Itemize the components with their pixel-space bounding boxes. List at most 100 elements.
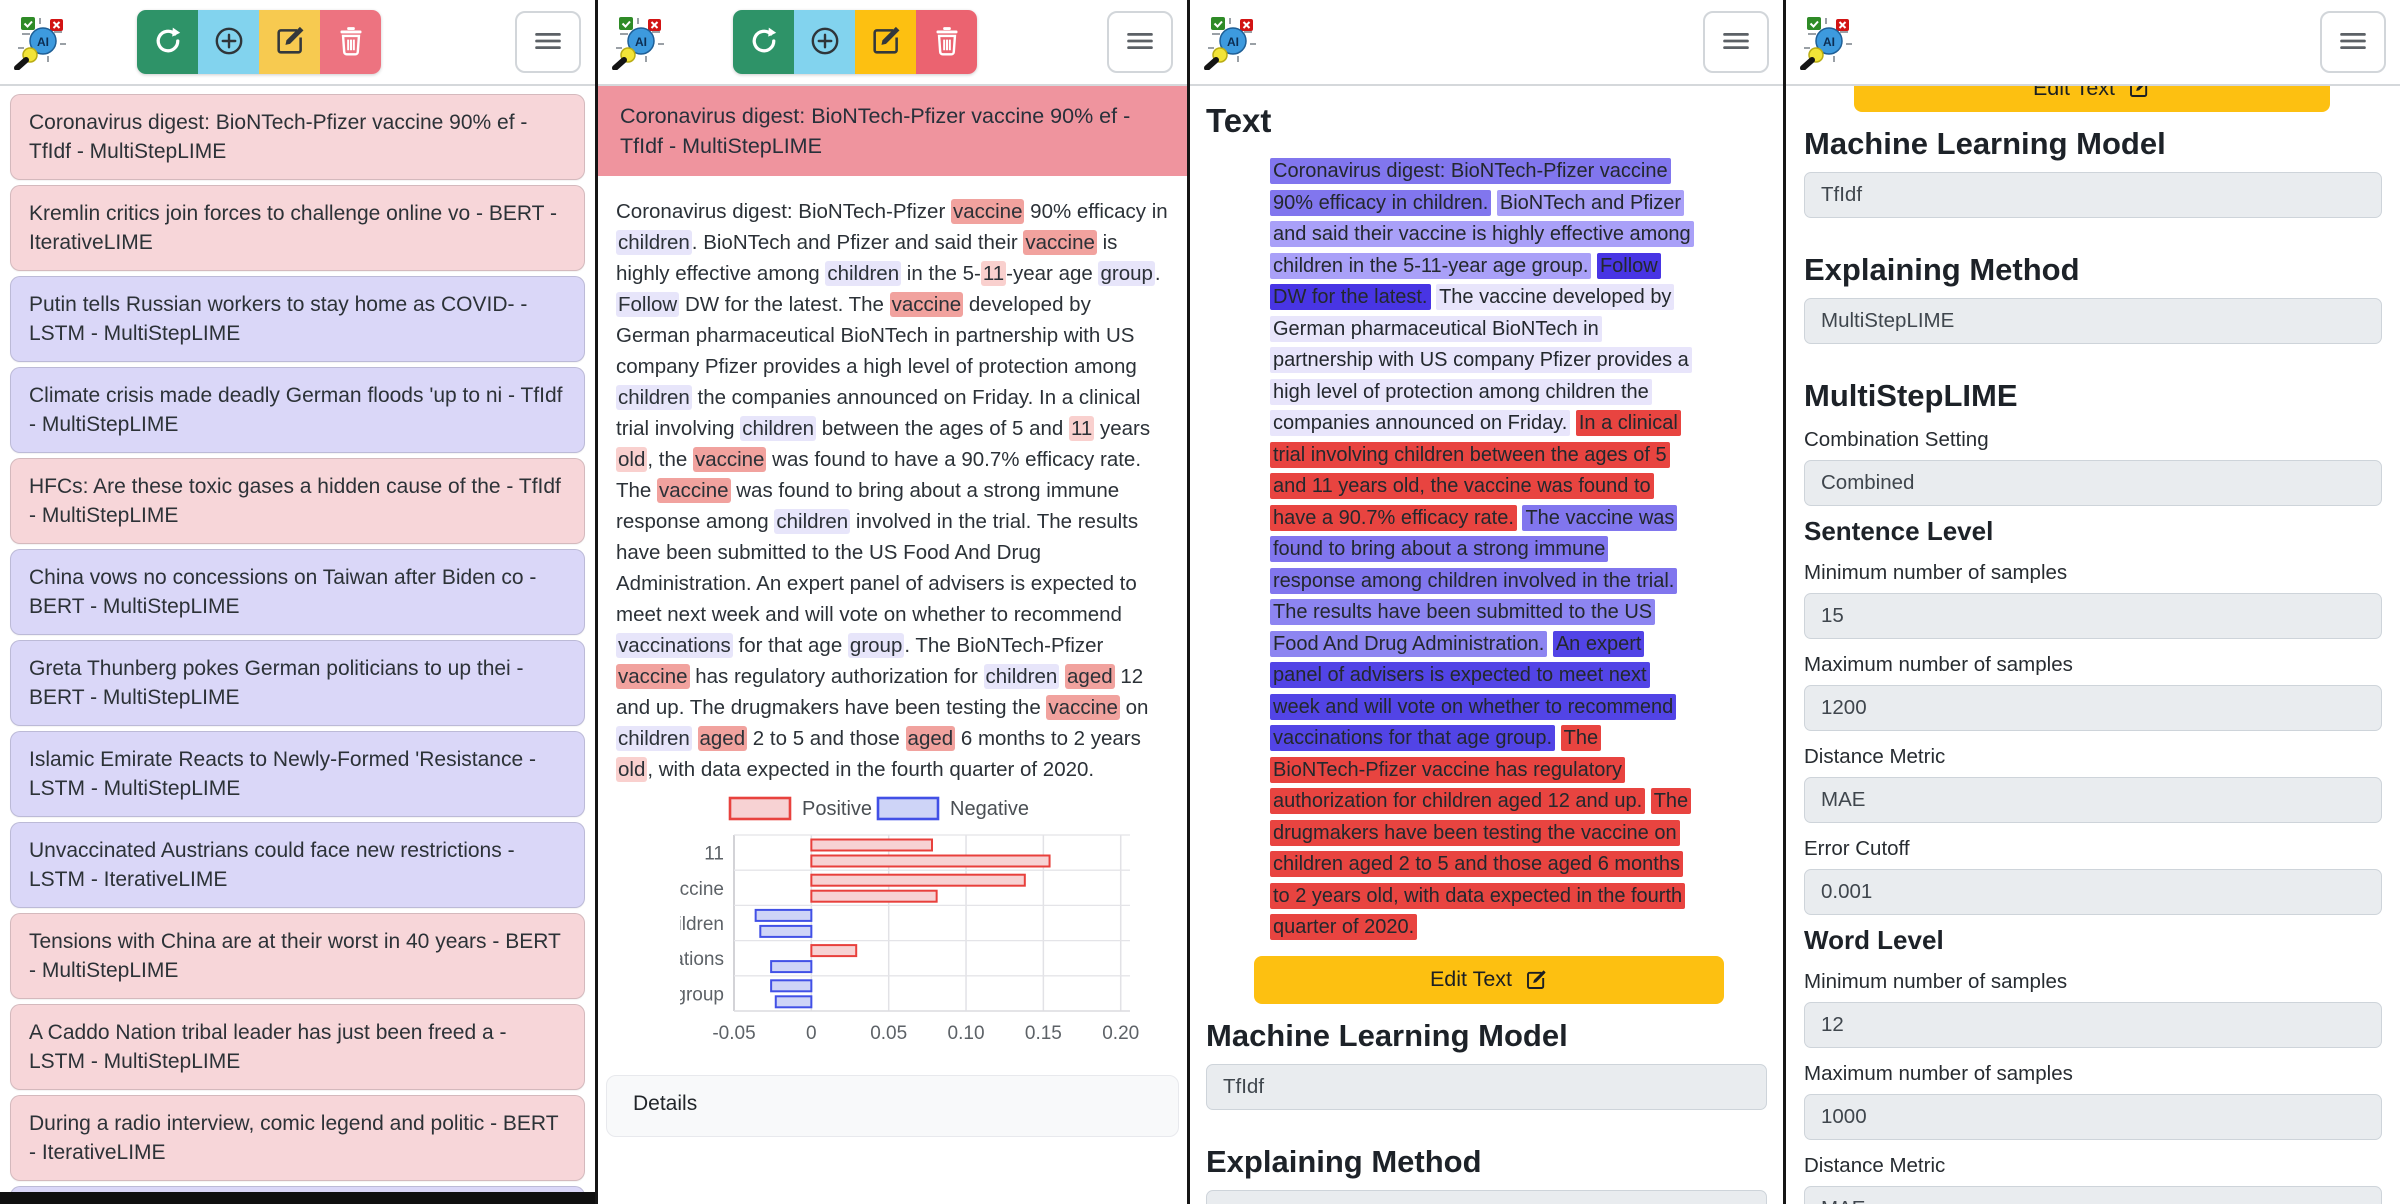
plus-circle-icon [212, 24, 246, 61]
highlighted-word: children [983, 664, 1060, 689]
hamburger-icon [1124, 28, 1156, 57]
svg-text:vaccine: vaccine [680, 879, 724, 900]
svg-text:Positive: Positive [802, 798, 872, 820]
ml-model-input[interactable]: TfIdf [1804, 172, 2382, 218]
highlighted-word: 11 [1069, 416, 1095, 441]
highlighted-word: children [616, 726, 692, 751]
highlighted-word: 11 [980, 261, 1007, 286]
svg-text:Negative: Negative [950, 798, 1029, 820]
menu-button[interactable] [1107, 11, 1173, 73]
news-list-item[interactable]: China vows no concessions on Taiwan afte… [10, 549, 585, 635]
panel-header: AI [0, 0, 595, 86]
hamburger-icon [1720, 28, 1752, 57]
refresh-button[interactable] [137, 10, 198, 74]
details-accordion[interactable]: Details [606, 1075, 1179, 1137]
word-explanation-panel: AI Coronavirus digest: BioNTech-Pfizer v… [598, 0, 1187, 1204]
refresh-button[interactable] [733, 10, 794, 74]
pencil-square-icon [1524, 968, 1548, 992]
highlighted-word: aged [905, 726, 956, 751]
menu-button[interactable] [515, 11, 581, 73]
ml-model-input[interactable]: TfIdf [1206, 1063, 1767, 1110]
explaining-method-input[interactable]: MultiStepLIME [1206, 1189, 1767, 1204]
column-divider [1187, 0, 1190, 1204]
sentence-min-samples-input[interactable]: 15 [1804, 593, 2382, 639]
add-button[interactable] [198, 10, 259, 74]
edit-text-label: Edit Text [1429, 967, 1513, 991]
word-distance-metric-input[interactable]: MAE [1804, 1186, 2382, 1204]
svg-text:-0.05: -0.05 [712, 1023, 755, 1044]
news-list-item[interactable]: Putin tells Russian workers to stay home… [10, 276, 585, 362]
news-list-item[interactable]: Tensions with China are at their worst i… [10, 913, 585, 999]
explaining-method-heading: Explaining Method [1804, 252, 2080, 287]
refresh-icon [747, 24, 781, 61]
model-fields: Edit Text Machine Learning Model TfIdf Expl… [1206, 955, 1767, 1204]
news-list-item[interactable]: Islamic Emirate Reacts to Newly-Formed '… [10, 731, 585, 817]
delete-button[interactable] [916, 10, 977, 74]
highlighted-word: aged [1065, 664, 1115, 689]
sentence-highlighted-text: Coronavirus digest: BioNTech-Pfizer vacc… [1270, 156, 1694, 944]
add-button[interactable] [794, 10, 855, 74]
sentence-max-samples-input[interactable]: 1200 [1804, 685, 2382, 731]
panel-header: AI [1786, 0, 2400, 86]
news-list-item[interactable]: Kremlin critics join forces to challenge… [10, 185, 585, 271]
svg-text:0.15: 0.15 [1025, 1023, 1062, 1044]
combination-setting-input[interactable]: Combined [1804, 460, 2382, 506]
svg-text:vaccinations: vaccinations [680, 949, 724, 970]
settings-panel: AI Edit Text Machine Learning Model TfIdf E… [1786, 0, 2400, 1204]
highlighted-word: group [847, 633, 905, 658]
column-divider [595, 0, 598, 1204]
news-list-item[interactable]: Climate crisis made deadly German floods… [10, 367, 585, 453]
column-divider [1783, 0, 1786, 1204]
svg-text:AI: AI [1227, 35, 1239, 49]
sentence-distance-metric-input[interactable]: MAE [1804, 777, 2382, 823]
app-logo-icon: AI [1204, 14, 1260, 71]
toolbar [137, 10, 381, 74]
highlighted-word: vaccine [657, 478, 731, 503]
edit-text-button[interactable]: Edit Text [1254, 955, 1724, 1004]
settings-fields: Edit Text Machine Learning Model TfIdf Expl… [1804, 64, 2382, 1204]
error-cutoff-input[interactable]: 0.001 [1804, 869, 2382, 915]
explaining-method-heading: Explaining Method [1206, 1143, 1482, 1179]
hamburger-icon [2337, 28, 2369, 57]
text-section-title: Text [1206, 102, 1272, 139]
svg-text:0: 0 [806, 1023, 817, 1044]
panel-content: Edit Text Machine Learning Model TfIdf Expl… [1786, 64, 2400, 1204]
highlighted-word: aged [697, 726, 748, 751]
highlighted-word: vaccine [889, 292, 964, 317]
edit-button-active[interactable] [855, 10, 916, 74]
highlighted-word: group [1098, 261, 1155, 286]
explaining-method-input[interactable]: MultiStepLIME [1804, 298, 2382, 344]
word-max-samples-label: Maximum number of samples [1804, 1062, 2073, 1085]
combination-setting-label: Combination Setting [1804, 428, 1989, 451]
word-distance-metric-label: Distance Metric [1804, 1154, 1946, 1177]
highlighted-word: children [616, 230, 692, 255]
edit-button[interactable] [259, 10, 320, 74]
news-list: Coronavirus digest: BioNTech-Pfizer vacc… [0, 86, 595, 1204]
highlighted-word: vaccine [1023, 230, 1097, 255]
highlighted-word: vaccine [1046, 695, 1120, 720]
pencil-square-icon [273, 24, 307, 61]
news-list-item[interactable]: HFCs: Are these toxic gases a hidden cau… [10, 458, 585, 544]
menu-button[interactable] [1703, 11, 1769, 73]
bottom-edge [0, 1192, 595, 1204]
word-highlighted-text: Coronavirus digest: BioNTech-Pfizer vacc… [616, 199, 1168, 782]
highlighted-word: vaccine [950, 199, 1025, 224]
news-list-item[interactable]: Unvaccinated Austrians could face new re… [10, 822, 585, 908]
multisteplime-heading: MultiStepLIME [1804, 378, 2018, 413]
news-list-item[interactable]: Greta Thunberg pokes German politicians … [10, 640, 585, 726]
delete-button[interactable] [320, 10, 381, 74]
panel-header: AI [598, 0, 1187, 86]
svg-text:AI: AI [635, 35, 647, 49]
word-min-samples-input[interactable]: 12 [1804, 1002, 2382, 1048]
sentence-min-samples-label: Minimum number of samples [1804, 561, 2068, 584]
news-list-item[interactable]: A Caddo Nation tribal leader has just be… [10, 1004, 585, 1090]
news-list-item[interactable]: During a radio interview, comic legend a… [10, 1095, 585, 1181]
ml-model-heading: Machine Learning Model [1206, 1017, 1568, 1053]
highlighted-word: children [616, 385, 692, 410]
menu-button[interactable] [2320, 11, 2386, 73]
news-list-item[interactable]: Coronavirus digest: BioNTech-Pfizer vacc… [10, 94, 585, 180]
word-max-samples-input[interactable]: 1000 [1804, 1094, 2382, 1140]
refresh-icon [151, 24, 185, 61]
sentence-explanation-panel: AI Text Coronavirus digest: BioNTech-Pfi… [1190, 0, 1783, 1204]
